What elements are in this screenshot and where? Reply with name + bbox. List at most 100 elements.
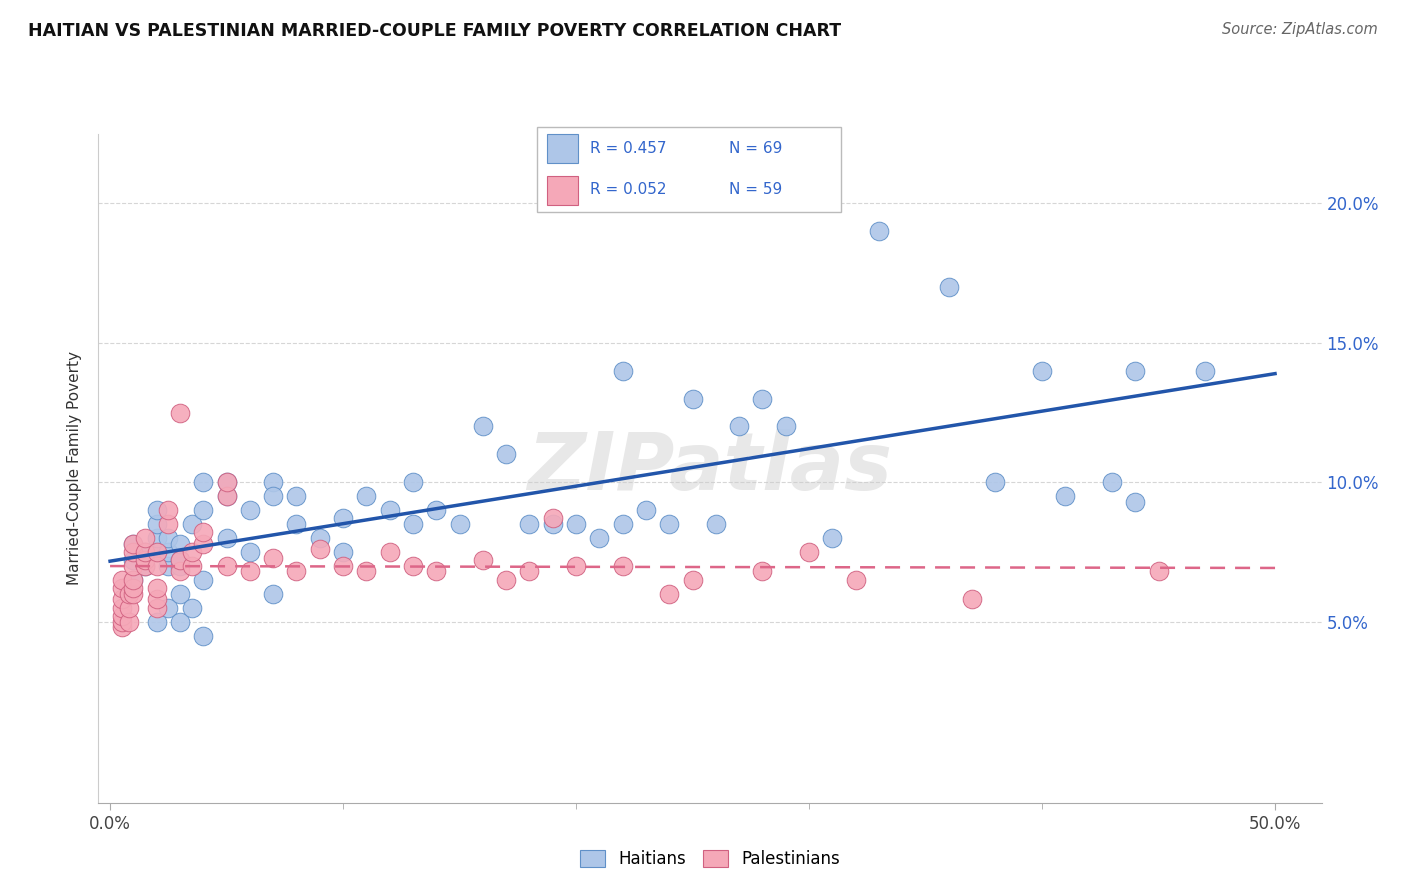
Point — [134, 558, 156, 573]
Point — [122, 553, 145, 567]
Point — [239, 565, 262, 579]
Point — [356, 565, 378, 579]
Point — [658, 517, 681, 532]
Point — [495, 573, 517, 587]
Point — [751, 565, 773, 579]
Text: R = 0.052: R = 0.052 — [591, 183, 666, 197]
Point — [821, 531, 844, 545]
Point — [193, 629, 215, 643]
Point — [157, 517, 180, 532]
Point — [145, 600, 167, 615]
Point — [118, 600, 141, 615]
Point — [541, 511, 564, 525]
Point — [402, 475, 425, 490]
Point — [262, 550, 284, 565]
Point — [193, 503, 215, 517]
Point — [215, 475, 238, 490]
Point — [495, 447, 517, 461]
Point — [1054, 489, 1077, 503]
Point — [262, 489, 284, 503]
Point — [285, 565, 308, 579]
FancyBboxPatch shape — [547, 176, 578, 205]
Point — [215, 531, 238, 545]
FancyBboxPatch shape — [537, 127, 841, 212]
Point — [145, 581, 167, 595]
Point — [612, 517, 634, 532]
Point — [145, 517, 167, 532]
Point — [169, 615, 191, 629]
Point — [169, 587, 191, 601]
Point — [180, 545, 202, 559]
Point — [425, 565, 447, 579]
FancyBboxPatch shape — [547, 134, 578, 163]
Point — [145, 592, 167, 607]
Point — [262, 475, 284, 490]
Point — [308, 542, 330, 557]
Point — [193, 536, 215, 550]
Point — [239, 545, 262, 559]
Text: N = 69: N = 69 — [730, 141, 783, 155]
Point — [704, 517, 727, 532]
Point — [658, 587, 681, 601]
Point — [1194, 364, 1216, 378]
Point — [868, 224, 890, 238]
Point — [145, 503, 167, 517]
Point — [775, 419, 797, 434]
Text: N = 59: N = 59 — [730, 183, 782, 197]
Point — [145, 545, 167, 559]
Point — [111, 600, 134, 615]
Point — [169, 536, 191, 550]
Point — [169, 565, 191, 579]
Point — [118, 587, 141, 601]
Point — [541, 517, 564, 532]
Point — [845, 573, 868, 587]
Point — [1101, 475, 1123, 490]
Point — [938, 280, 960, 294]
Point — [797, 545, 820, 559]
Point — [285, 489, 308, 503]
Point — [378, 503, 401, 517]
Point — [111, 620, 134, 634]
Point — [984, 475, 1007, 490]
Point — [262, 587, 284, 601]
Point — [285, 517, 308, 532]
Point — [519, 565, 541, 579]
Point — [751, 392, 773, 406]
Point — [471, 419, 494, 434]
Point — [111, 581, 134, 595]
Point — [960, 592, 983, 607]
Point — [682, 392, 704, 406]
Point — [193, 475, 215, 490]
Point — [215, 475, 238, 490]
Point — [134, 553, 156, 567]
Point — [134, 531, 156, 545]
Point — [145, 531, 167, 545]
Point — [1123, 494, 1146, 508]
Point — [215, 489, 238, 503]
Point — [111, 609, 134, 624]
Point — [134, 545, 156, 559]
Point — [122, 545, 145, 559]
Point — [111, 592, 134, 607]
Point — [378, 545, 401, 559]
Point — [122, 558, 145, 573]
Y-axis label: Married-Couple Family Poverty: Married-Couple Family Poverty — [67, 351, 83, 585]
Point — [145, 615, 167, 629]
Point — [332, 545, 354, 559]
Point — [122, 536, 145, 550]
Point — [449, 517, 471, 532]
Point — [157, 531, 180, 545]
Point — [122, 573, 145, 587]
Point — [402, 517, 425, 532]
Point — [180, 517, 202, 532]
Point — [157, 558, 180, 573]
Point — [118, 615, 141, 629]
Point — [634, 503, 657, 517]
Point — [332, 558, 354, 573]
Point — [122, 581, 145, 595]
Point — [157, 503, 180, 517]
Point — [308, 531, 330, 545]
Point — [356, 489, 378, 503]
Point — [215, 489, 238, 503]
Point — [180, 600, 202, 615]
